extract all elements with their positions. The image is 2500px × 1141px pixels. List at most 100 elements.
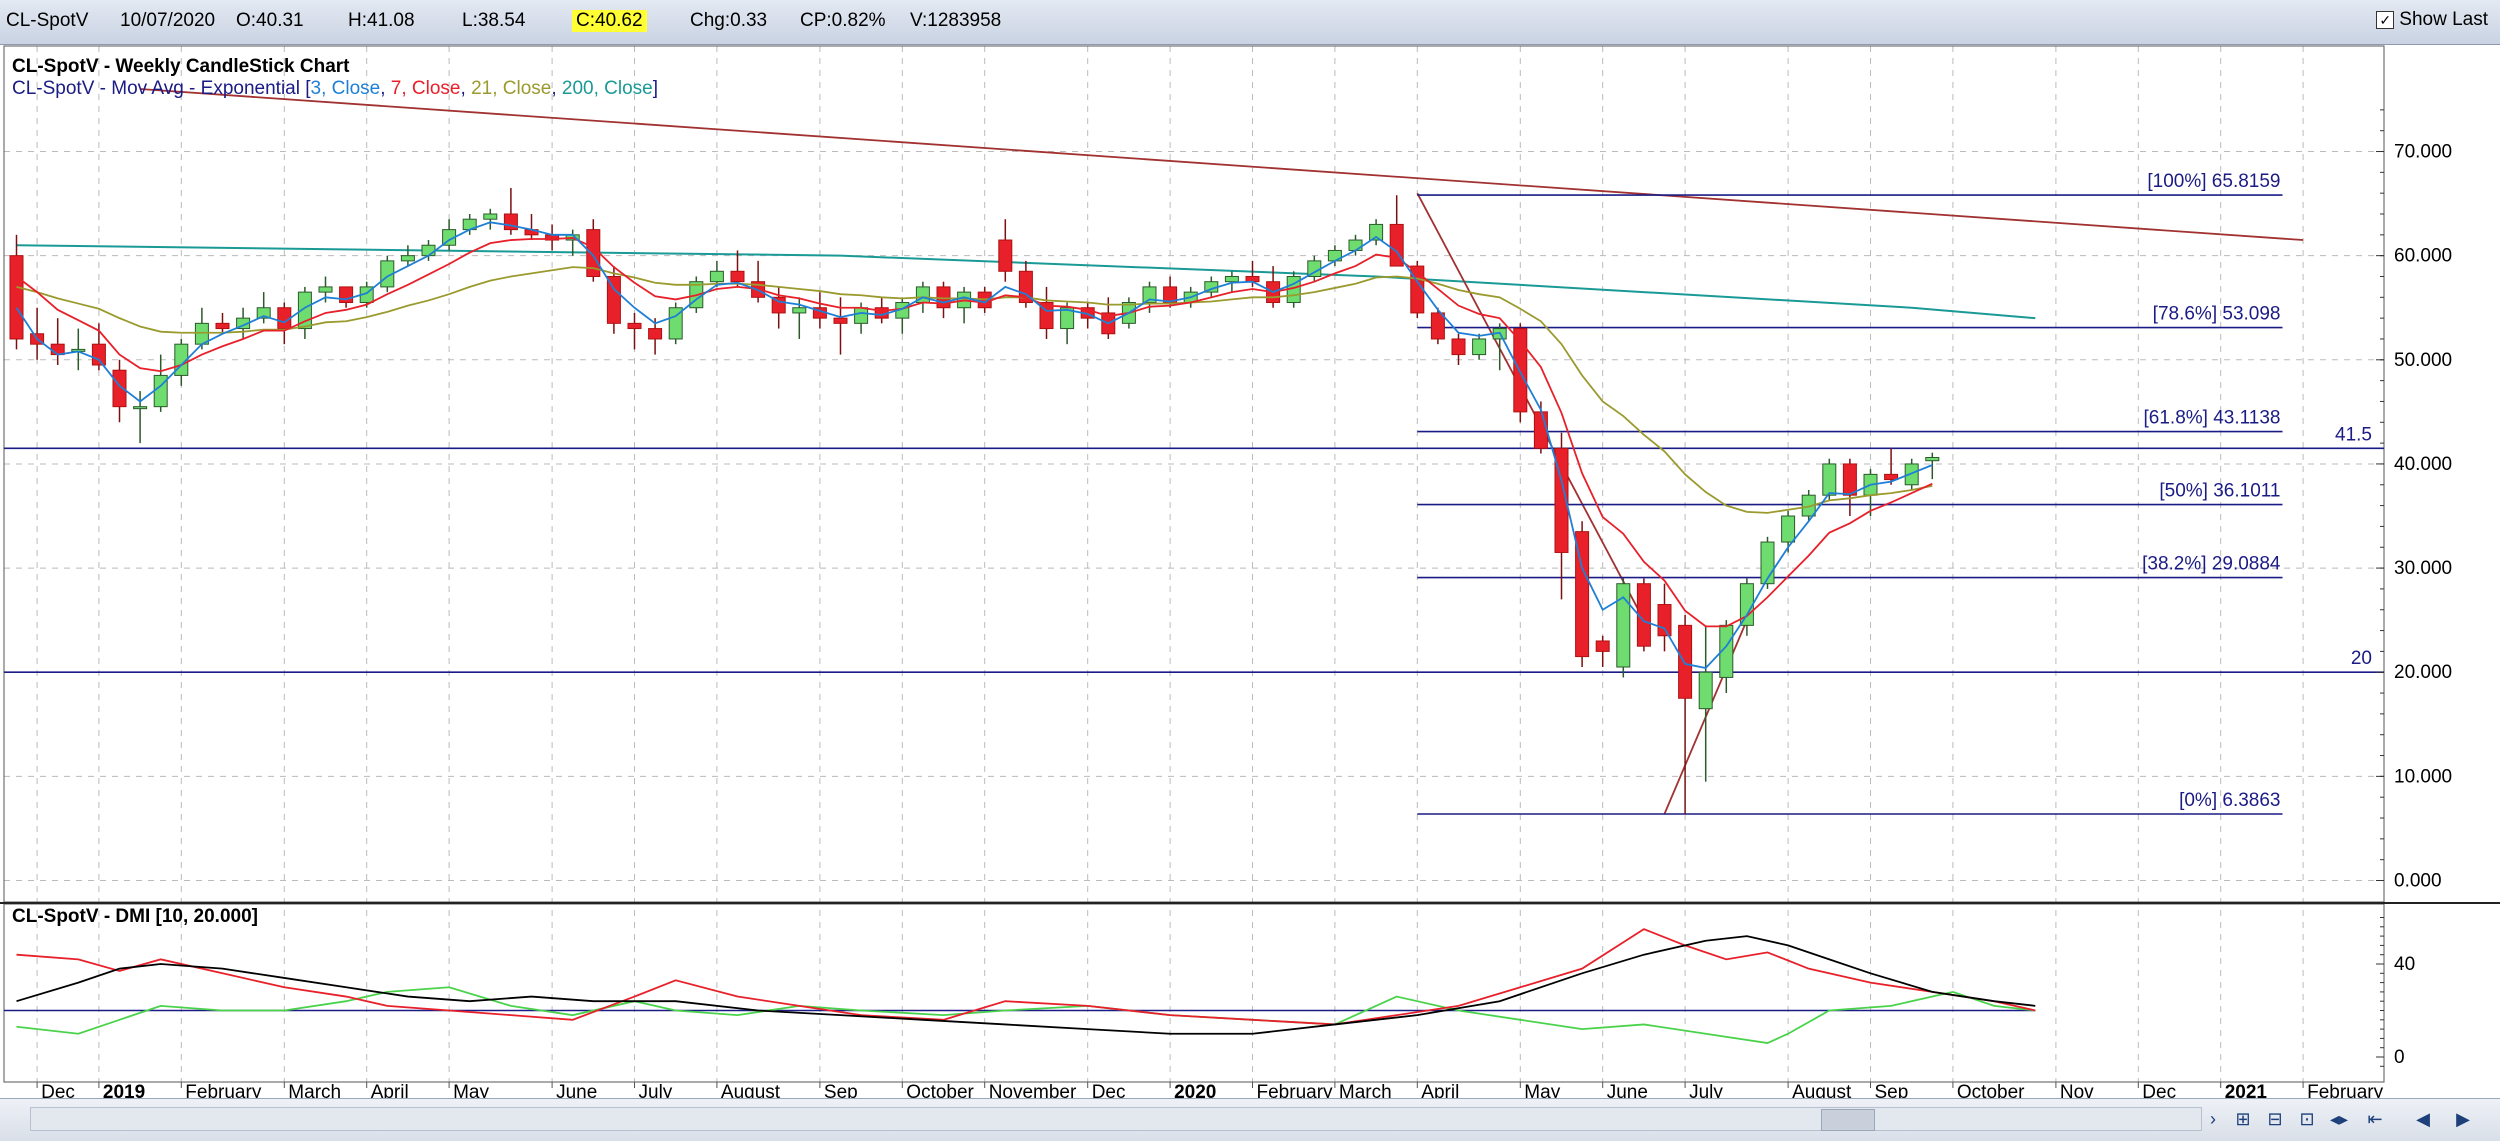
open-label: O:40.31 [236,10,304,31]
expand-icon[interactable]: ⇤ [2367,1109,2383,1129]
candle-down [1389,223,1404,267]
zoom-out-icon[interactable]: ⊟ [2267,1109,2283,1129]
low-label: L:38.54 [462,10,526,31]
symbol-label: CL-SpotV [6,10,89,31]
candle-down [1430,312,1445,340]
candle-up [1822,463,1837,496]
shrink-icon[interactable]: ◂▸ [2329,1109,2349,1129]
month-label: June [1607,1082,1648,1098]
candle-down [91,343,106,366]
month-label: Nov [2060,1082,2094,1098]
scroll-right-small-icon[interactable]: › [2210,1109,2216,1129]
long-trendline [140,88,2304,241]
fib-level-label: [100%] 65.8159 [2147,171,2280,192]
candle-down [1554,447,1569,553]
candle-down [1451,338,1466,356]
scroll-left-icon[interactable]: ◀ [2416,1109,2430,1129]
chart-canvas[interactable]: [100%] 65.8159 [78.6%] 53.098 [61.8%] 43.1… [0,44,2500,1098]
candle-down [1533,411,1548,449]
ema21-line [16,266,1933,514]
change-pct-label: CP:0.82% [800,10,886,31]
candle-up [1348,239,1363,251]
candle-up [1369,223,1384,241]
dmi-panel-frame [3,903,2385,1083]
candle-up [1925,456,1940,462]
candle-up [421,244,436,257]
month-label: 2019 [103,1082,145,1098]
candle-down [1678,624,1693,699]
candle-up [1142,286,1157,304]
month-label: June [556,1082,597,1098]
candle-up [318,286,333,293]
close-label: C:40.62 [572,10,647,32]
candles-layer [9,187,1940,814]
month-label: July [1689,1082,1723,1098]
candle-down [730,270,745,283]
candle-down [1513,328,1528,413]
chart-frames [0,45,2500,1083]
price-axis: 0.000 10.000 20.000 30.000 40.000 50.000 60.00… [2376,109,2452,892]
dmi-tick-label: 0 [2394,1047,2405,1068]
ema3-line [15,221,1933,670]
price-tick-label: 70.000 [2394,142,2452,163]
candle-down [1842,463,1857,496]
scrollbar-thumb[interactable] [1821,1109,1875,1131]
horizontal-lines-layer: 41.5 20 [4,424,2384,674]
trendlines-layer [140,88,2304,815]
price-tick-label: 40.000 [2394,454,2452,475]
change-label: Chg:0.33 [690,10,768,31]
zoom-in-icon[interactable]: ⊞ [2235,1109,2251,1129]
month-label: 2020 [1174,1082,1216,1098]
candle-up [256,307,271,319]
candle-down [1884,473,1899,481]
price-tick-label: 30.000 [2394,558,2452,579]
month-label: April [371,1082,409,1098]
month-label: February [1257,1082,1334,1098]
month-label: April [1421,1082,1459,1098]
scroll-right-icon[interactable]: ▶ [2456,1109,2470,1129]
show-last-toggle[interactable]: ✓ Show Last [2376,9,2488,31]
month-label: February [185,1082,262,1098]
minus-di-line [16,986,2036,1044]
candle-down [1595,640,1610,652]
month-label: May [453,1082,489,1098]
month-label: Dec [2142,1082,2176,1098]
candle-up [1224,275,1239,283]
month-label: Dec [41,1082,75,1098]
month-label: 2021 [2225,1082,2268,1098]
price-tick-label: 10.000 [2394,766,2452,787]
candle-up [133,406,148,410]
zoom-fit-icon[interactable]: ⊡ [2299,1109,2315,1129]
candle-down [1657,604,1672,637]
adx-line [16,935,2036,1035]
candle-down [112,369,127,408]
horizontal-scrollbar[interactable] [30,1107,2202,1131]
dmi-tick-label: 40 [2394,954,2415,975]
fib-level-label: [0%] 6.3863 [2179,790,2280,811]
candle-up [1060,307,1075,330]
fib-level-label: [50%] 36.1011 [2159,481,2280,502]
candle-down [1575,531,1590,658]
month-label: May [1524,1082,1560,1098]
chart-subtitle: CL-SpotV - Mov Avg - Exponential [3, Clo… [12,78,658,99]
candle-down [1163,286,1178,304]
month-label: October [1957,1082,2025,1098]
price-tick-label: 60.000 [2394,246,2452,267]
month-label: March [1339,1082,1392,1098]
candle-up [1472,338,1487,356]
chart-grid [4,46,2384,1082]
dmi-layer: 0 40 [4,917,2415,1068]
show-last-label: Show Last [2399,9,2488,30]
candle-up [1904,463,1919,486]
candle-down [833,317,848,324]
horizontal-level-label: 20 [2351,648,2372,669]
month-label: Dec [1092,1082,1126,1098]
horizontal-level-label: 41.5 [2335,424,2372,445]
fib-level-label: [61.8%] 43.1138 [2144,408,2281,429]
show-last-checkbox[interactable]: ✓ [2376,11,2395,29]
candle-down [1018,270,1033,304]
plus-di-line [16,928,2036,1026]
top-info-bar: CL-SpotV 10/07/2020 O:40.31 H:41.08 L:38… [0,0,2500,45]
candle-down [606,275,621,324]
fib-level-label: [38.2%] 29.0884 [2142,554,2281,575]
